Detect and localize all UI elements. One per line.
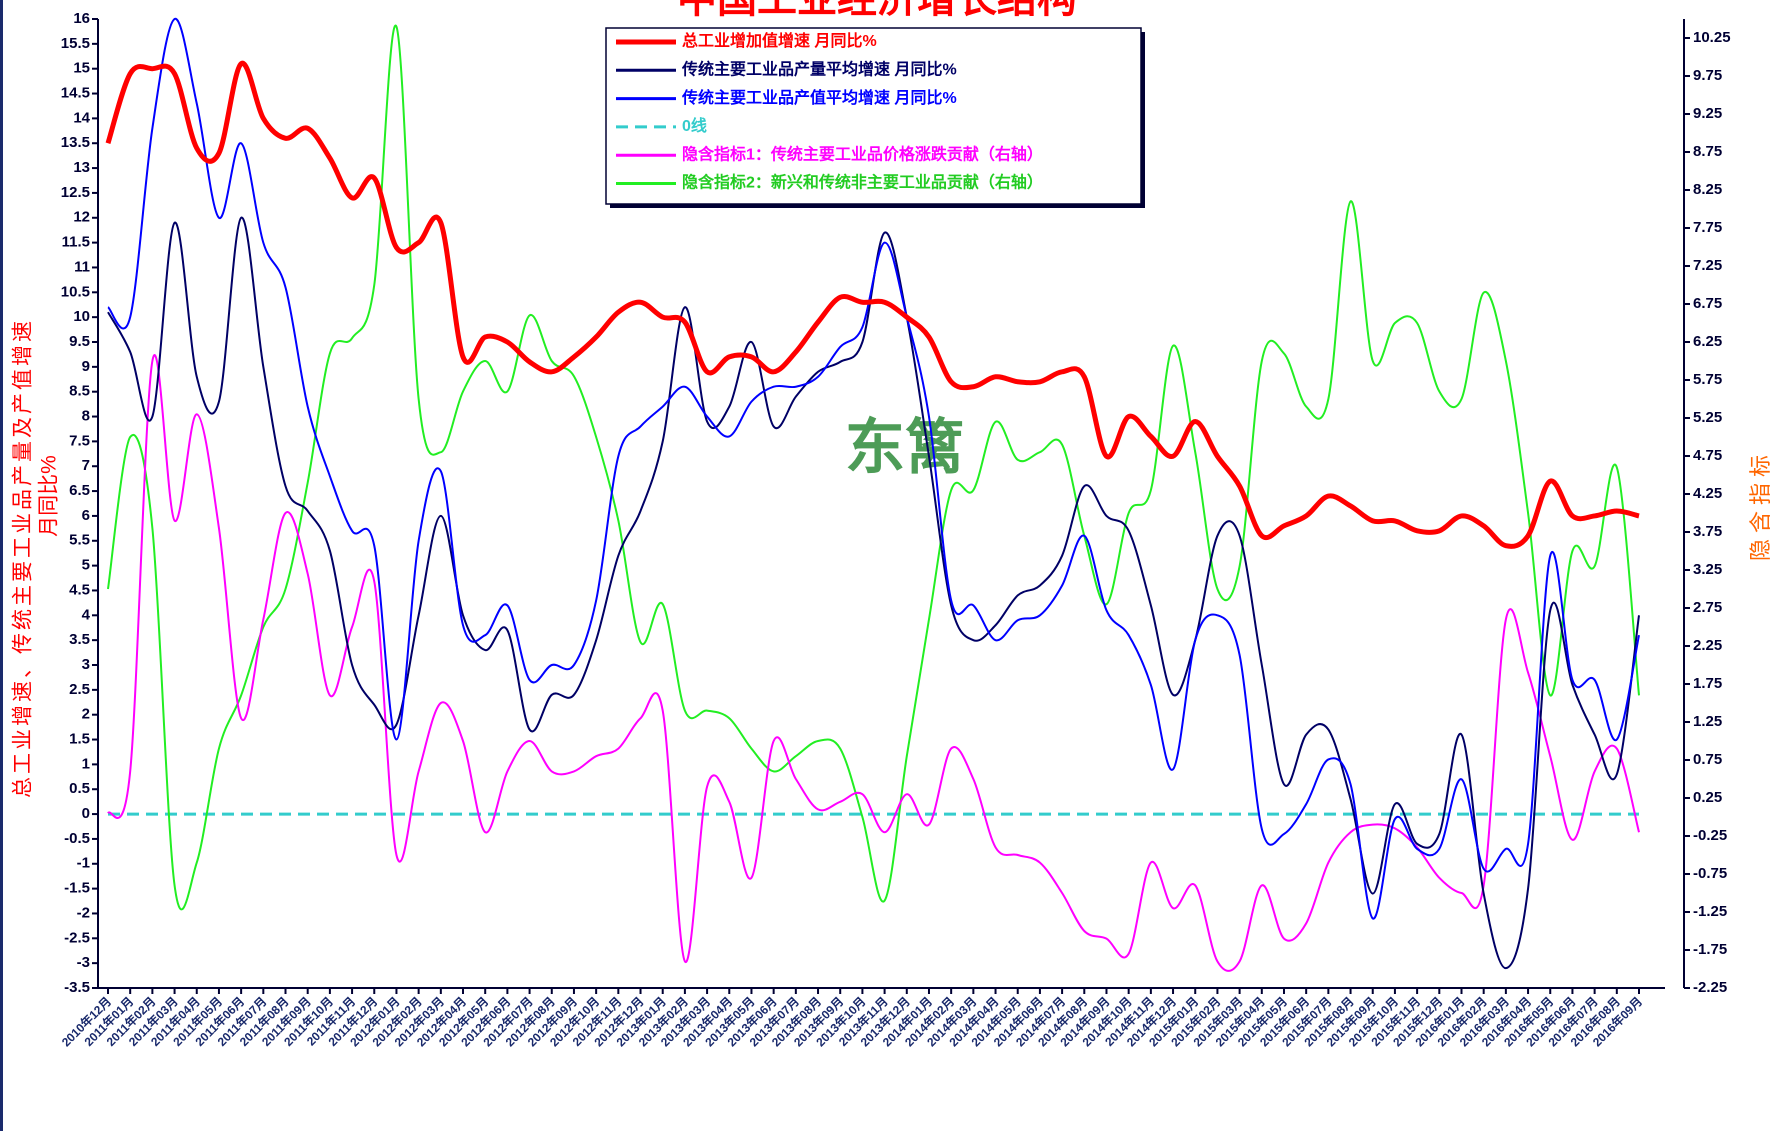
legend-label: 总工业增加值增速 月同比% xyxy=(682,31,877,50)
y-axis-label: 月同比% xyxy=(38,455,61,537)
y-tick-label: -1 xyxy=(77,855,90,872)
y-tick-label: 10.5 xyxy=(61,283,90,300)
y-tick-label: 6 xyxy=(82,507,90,524)
legend-label: 0线 xyxy=(682,116,707,135)
frame-edge xyxy=(0,0,3,1131)
legend-box xyxy=(605,27,1142,205)
y-tick-label: 8 xyxy=(82,408,90,425)
chart-title: 中国工业经济增长结构 xyxy=(677,0,1077,21)
y-tick-label: 14.5 xyxy=(61,85,90,102)
y-tick-label: 15.5 xyxy=(61,35,90,52)
y-tick-label: 4.5 xyxy=(69,581,90,598)
y2-tick-label: 7.25 xyxy=(1693,257,1722,274)
series-line xyxy=(107,216,1640,970)
y2-tick-label: 1.25 xyxy=(1693,713,1722,730)
y-tick-label: 4 xyxy=(82,606,91,623)
y-tick-label: 5.5 xyxy=(69,532,90,549)
y-tick-label: -1.5 xyxy=(64,880,90,897)
y-axis-label: 总工业增速、传统主要工业品产量及产值增速 xyxy=(12,318,35,798)
y-tick-label: 3 xyxy=(82,656,90,673)
legend-label: 隐含指标1：传统主要工业品价格涨跌贡献（右轴） xyxy=(682,144,1043,163)
y-tick-label: -3 xyxy=(77,954,90,971)
y2-tick-label: 9.25 xyxy=(1693,105,1722,122)
y-tick-label: 1.5 xyxy=(69,731,90,748)
y-tick-label: 14 xyxy=(73,109,90,126)
legend-label: 隐含指标2：新兴和传统非主要工业品贡献（右轴） xyxy=(682,173,1043,192)
y-tick-label: 11.5 xyxy=(62,234,90,251)
y-tick-label: 13.5 xyxy=(61,134,90,151)
y2-tick-label: 2.25 xyxy=(1693,637,1722,654)
y-tick-label: 12.5 xyxy=(61,184,90,201)
y-tick-label: 12 xyxy=(73,209,90,226)
y2-tick-label: -1.75 xyxy=(1693,941,1727,958)
y2-tick-label: 3.75 xyxy=(1693,523,1722,540)
y-tick-label: 13 xyxy=(73,159,90,176)
y-tick-label: 5 xyxy=(82,557,90,574)
y2-tick-label: 6.75 xyxy=(1693,295,1722,312)
y2-tick-label: 3.25 xyxy=(1693,561,1722,578)
y2-tick-label: 9.75 xyxy=(1693,67,1722,84)
y2-tick-label: 6.25 xyxy=(1693,333,1722,350)
y-tick-label: 9 xyxy=(82,358,90,375)
legend-label: 传统主要工业品产量平均增速 月同比% xyxy=(681,60,957,79)
y2-tick-label: 5.75 xyxy=(1693,371,1722,388)
y-tick-label: 0.5 xyxy=(69,780,90,797)
y2-tick-label: 10.25 xyxy=(1693,29,1731,46)
y2-tick-label: -2.25 xyxy=(1693,979,1727,996)
y2-tick-label: 4.25 xyxy=(1693,485,1722,502)
y-tick-label: 1 xyxy=(82,755,90,772)
y-tick-label: -0.5 xyxy=(64,830,90,847)
series-line xyxy=(107,24,1640,911)
y-tick-label: 0 xyxy=(82,805,90,822)
y2-axis-label: 隐含指标 xyxy=(1748,449,1773,561)
y-tick-label: 2 xyxy=(82,706,90,723)
y2-tick-label: 2.75 xyxy=(1693,599,1722,616)
y-tick-label: 8.5 xyxy=(69,383,90,400)
y-tick-label: 2.5 xyxy=(69,681,90,698)
y2-tick-label: 0.25 xyxy=(1693,789,1722,806)
y-tick-label: 7 xyxy=(82,457,90,474)
plot-area: -3.5-3-2.5-2-1.5-1-0.500.511.522.533.544… xyxy=(58,10,1730,1049)
y2-tick-label: 0.75 xyxy=(1693,751,1722,768)
y-tick-label: 3.5 xyxy=(69,631,90,648)
legend-label: 传统主要工业品产值平均增速 月同比% xyxy=(681,88,957,107)
y-tick-label: 10 xyxy=(73,308,90,325)
series-line xyxy=(105,61,1640,549)
y-tick-label: 6.5 xyxy=(69,482,90,499)
y2-tick-label: 8.75 xyxy=(1693,143,1722,160)
y2-tick-label: 1.75 xyxy=(1693,675,1722,692)
legend: 总工业增加值增速 月同比% 传统主要工业品产量平均增速 月同比% 传统主要工业品产值… xyxy=(605,27,1145,208)
y2-tick-label: -1.25 xyxy=(1693,903,1727,920)
y-tick-label: -2 xyxy=(77,904,90,921)
y-tick-label: 9.5 xyxy=(69,333,90,350)
y2-tick-label: 5.25 xyxy=(1693,409,1722,426)
y-tick-label: 16 xyxy=(73,10,90,27)
series-line xyxy=(107,354,1640,972)
y2-tick-label: -0.25 xyxy=(1693,827,1727,844)
y-tick-label: 7.5 xyxy=(69,432,90,449)
series-line xyxy=(107,17,1640,920)
y-tick-label: -2.5 xyxy=(64,929,90,946)
y-tick-label: 11 xyxy=(74,258,90,275)
y2-tick-label: 8.25 xyxy=(1693,181,1722,198)
y2-tick-label: 4.75 xyxy=(1693,447,1722,464)
y-tick-label: -3.5 xyxy=(64,979,90,996)
y-tick-label: 15 xyxy=(73,60,90,77)
y2-tick-label: 7.75 xyxy=(1693,219,1722,236)
watermark: 东篱 xyxy=(845,414,965,481)
y2-tick-label: -0.75 xyxy=(1693,865,1727,882)
